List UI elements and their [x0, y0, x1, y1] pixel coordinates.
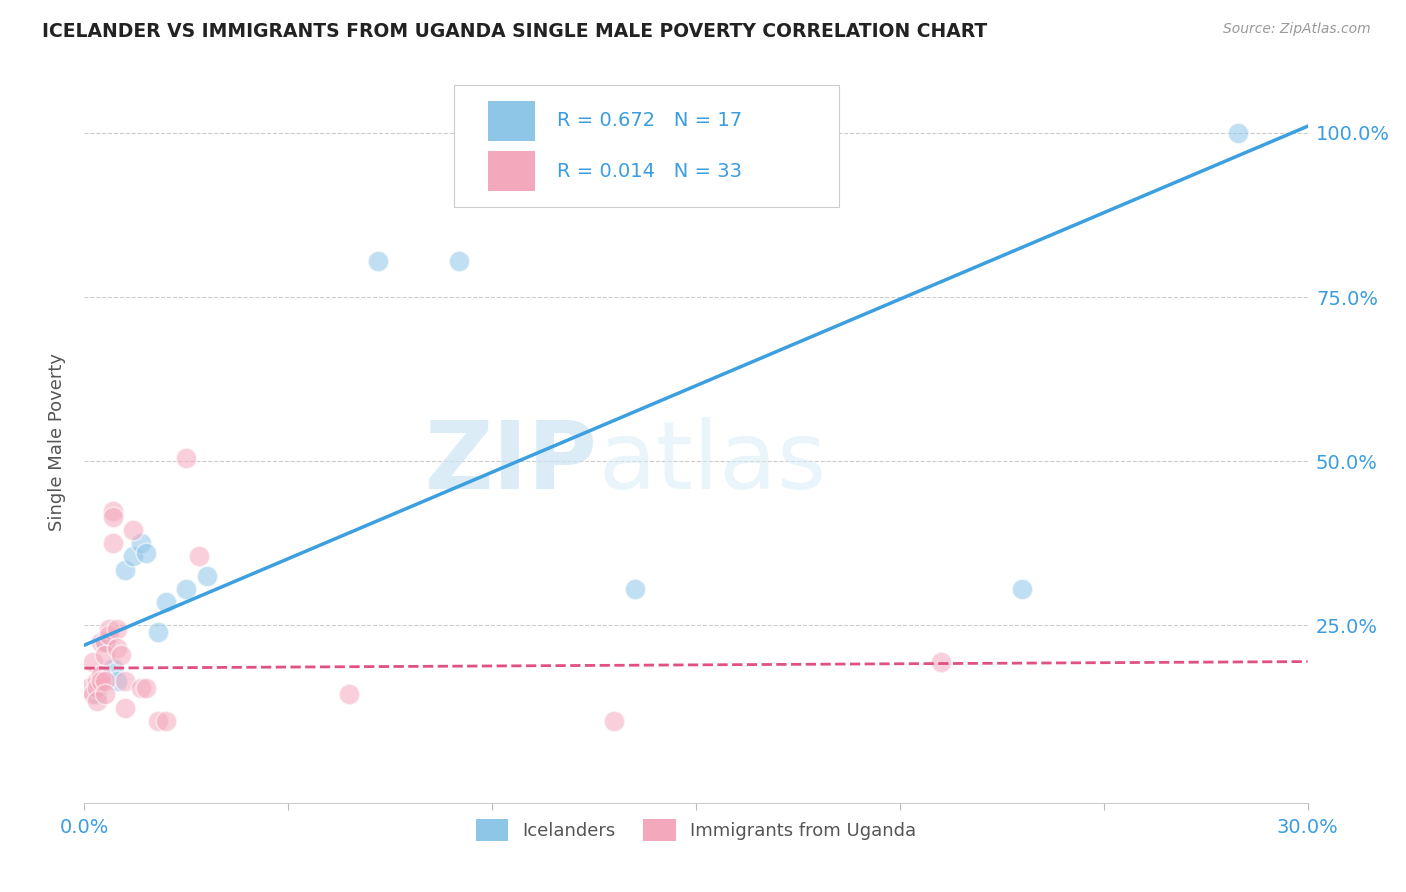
Point — [603, 714, 626, 728]
Point — [101, 536, 124, 550]
Point — [114, 563, 136, 577]
Text: R = 0.672   N = 17: R = 0.672 N = 17 — [557, 112, 741, 130]
Point — [624, 582, 647, 597]
Point — [105, 641, 128, 656]
Point — [146, 714, 169, 728]
Point — [97, 628, 120, 642]
Point — [146, 625, 169, 640]
Point — [1227, 126, 1250, 140]
Point — [97, 622, 120, 636]
Point — [110, 648, 132, 662]
Point — [86, 674, 108, 689]
Point — [174, 450, 197, 465]
Point — [131, 681, 153, 695]
Point — [93, 687, 115, 701]
Point — [187, 549, 209, 564]
Point — [135, 681, 157, 695]
Point — [77, 681, 100, 695]
Point — [131, 536, 153, 550]
Text: atlas: atlas — [598, 417, 827, 509]
FancyBboxPatch shape — [454, 86, 839, 207]
Bar — [488, 101, 534, 141]
Point — [93, 674, 115, 689]
Bar — [488, 152, 534, 191]
Point — [86, 681, 108, 695]
Point — [82, 655, 104, 669]
Point — [86, 687, 108, 701]
Point — [93, 635, 115, 649]
Point — [105, 674, 128, 689]
Point — [339, 687, 361, 701]
Point — [1011, 582, 1033, 597]
Point — [90, 674, 112, 689]
Point — [449, 253, 471, 268]
Point — [122, 523, 145, 537]
Point — [105, 622, 128, 636]
Point — [90, 667, 112, 681]
Point — [101, 661, 124, 675]
Point — [90, 635, 112, 649]
Point — [101, 503, 124, 517]
Point — [367, 253, 389, 268]
Text: ICELANDER VS IMMIGRANTS FROM UGANDA SINGLE MALE POVERTY CORRELATION CHART: ICELANDER VS IMMIGRANTS FROM UGANDA SING… — [42, 22, 987, 41]
Point — [155, 595, 177, 609]
Legend: Icelanders, Immigrants from Uganda: Icelanders, Immigrants from Uganda — [468, 812, 924, 848]
Point — [195, 569, 218, 583]
Point — [93, 635, 115, 649]
Text: R = 0.014   N = 33: R = 0.014 N = 33 — [557, 161, 741, 180]
Point — [82, 687, 104, 701]
Point — [101, 510, 124, 524]
Point — [86, 694, 108, 708]
Point — [114, 674, 136, 689]
Point — [114, 700, 136, 714]
Text: ZIP: ZIP — [425, 417, 598, 509]
Point — [155, 714, 177, 728]
Text: Source: ZipAtlas.com: Source: ZipAtlas.com — [1223, 22, 1371, 37]
Y-axis label: Single Male Poverty: Single Male Poverty — [48, 352, 66, 531]
Point — [135, 546, 157, 560]
Point — [122, 549, 145, 564]
Point — [174, 582, 197, 597]
Point — [929, 655, 952, 669]
Point — [93, 648, 115, 662]
